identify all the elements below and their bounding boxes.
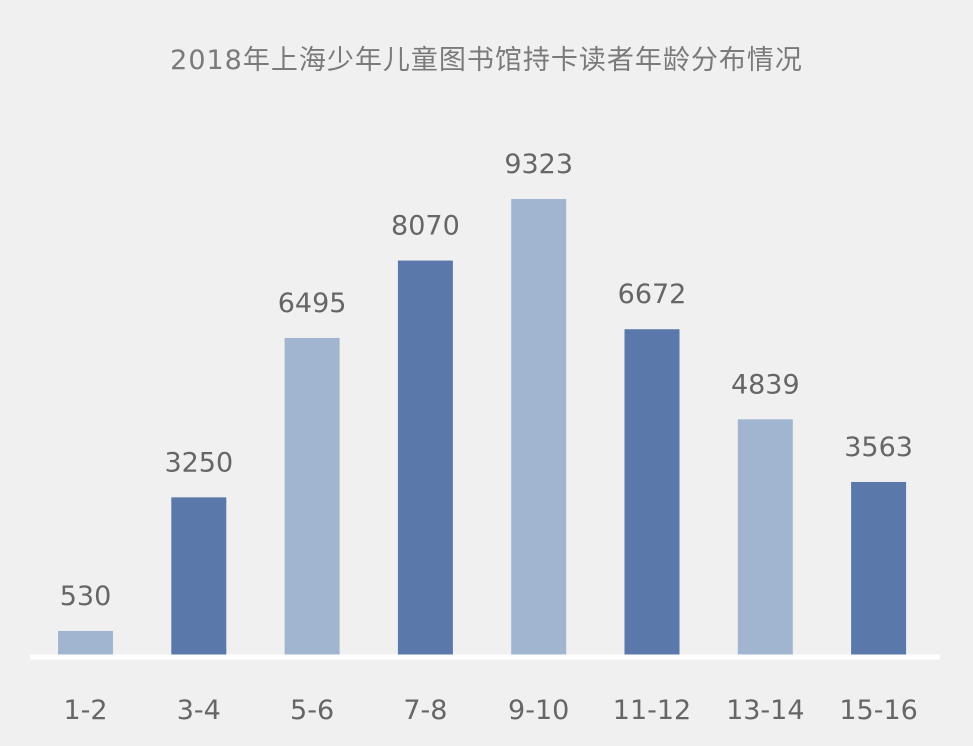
category-label-13-14: 13-14 xyxy=(726,695,804,726)
category-label-5-6: 5-6 xyxy=(290,695,334,726)
bar-9-10 xyxy=(511,199,567,657)
value-label-15-16: 3563 xyxy=(844,432,913,463)
category-label-7-8: 7-8 xyxy=(403,695,447,726)
value-label-11-12: 6672 xyxy=(618,279,687,310)
value-label-9-10: 9323 xyxy=(504,149,573,180)
bar-11-12 xyxy=(624,329,680,657)
bar-7-8 xyxy=(397,260,453,657)
value-label-1-2: 530 xyxy=(60,581,112,612)
value-label-3-4: 3250 xyxy=(164,447,233,478)
chart-title: 2018年上海少年儿童图书馆持卡读者年龄分布情况 xyxy=(170,45,803,76)
category-label-3-4: 3-4 xyxy=(177,695,221,726)
bar-15-16 xyxy=(851,481,907,657)
bar-1-2 xyxy=(58,630,113,657)
category-label-11-12: 11-12 xyxy=(613,695,691,726)
value-label-13-14: 4839 xyxy=(731,369,800,400)
category-label-15-16: 15-16 xyxy=(839,695,917,726)
value-label-7-8: 8070 xyxy=(391,211,460,242)
bar-3-4 xyxy=(171,497,227,657)
bar-5-6 xyxy=(284,337,340,657)
category-label-9-10: 9-10 xyxy=(508,695,569,726)
category-label-1-2: 1-2 xyxy=(63,695,107,726)
bar-13-14 xyxy=(737,419,793,657)
value-label-5-6: 6495 xyxy=(278,288,347,319)
